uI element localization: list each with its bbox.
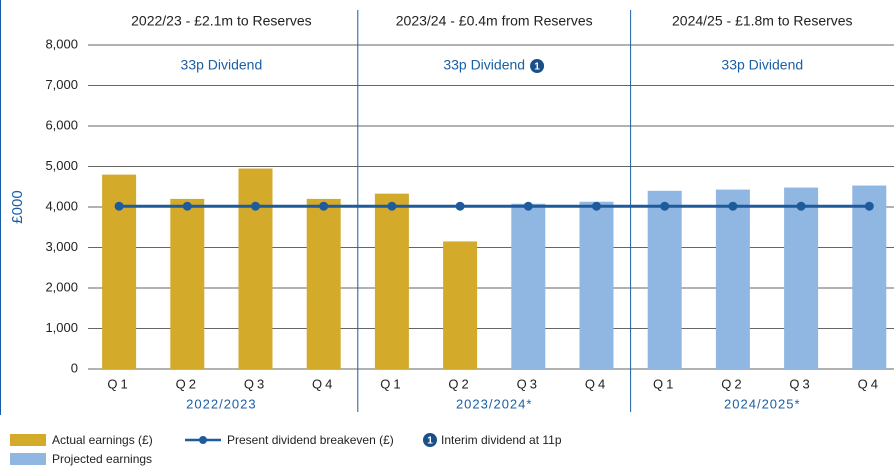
y-tick-label: 2,000 xyxy=(45,279,78,294)
legend-swatch xyxy=(10,434,46,446)
bar xyxy=(374,193,409,369)
y-tick-label: 3,000 xyxy=(45,239,78,254)
line-point xyxy=(455,201,465,211)
marker-icon xyxy=(530,59,545,73)
bar xyxy=(511,203,546,369)
y-tick-label: 4,000 xyxy=(45,198,78,213)
note-text: Interim dividend at 11p xyxy=(441,433,562,447)
note-marker: 1 xyxy=(427,436,433,447)
x-tick-label: Q1 xyxy=(380,376,403,391)
group-header: 2022/23 - £2.1m to Reserves xyxy=(131,13,312,29)
line-point xyxy=(114,201,124,211)
x-tick-label: Q1 xyxy=(653,376,676,391)
bar xyxy=(238,168,273,369)
legend-label: Projected earnings xyxy=(52,452,152,466)
x-tick-label: Q2 xyxy=(721,376,744,391)
y-tick-label: 8,000 xyxy=(45,36,78,51)
x-tick-label: Q3 xyxy=(244,376,267,391)
x-tick-label: Q4 xyxy=(312,376,335,391)
x-tick-label: Q2 xyxy=(176,376,199,391)
line-point xyxy=(592,201,601,211)
y-tick-label: 5,000 xyxy=(45,158,78,173)
x-tick-label: Q4 xyxy=(585,376,608,391)
x-tick-label: Q4 xyxy=(858,376,881,391)
legend-swatch xyxy=(10,453,46,465)
legend-label: Actual earnings (£) xyxy=(52,433,153,447)
y-tick-label: 0 xyxy=(71,360,78,375)
note-icon xyxy=(423,433,437,447)
bar xyxy=(579,201,614,369)
line-point xyxy=(182,201,192,211)
line-point xyxy=(319,201,329,211)
group-header: 2023/24 - £0.4m from Reserves xyxy=(396,13,593,29)
y-tick-label: 1,000 xyxy=(45,320,78,335)
group-header: 2024/25 - £1.8m to Reserves xyxy=(672,13,853,29)
bar xyxy=(852,185,887,369)
bar xyxy=(306,198,341,369)
line-point xyxy=(864,201,874,211)
line-point xyxy=(251,201,260,211)
bar xyxy=(715,189,750,369)
y-tick-label: 6,000 xyxy=(45,117,78,132)
dividend-label: 33p Dividend xyxy=(181,57,263,73)
x-tick-label: Q2 xyxy=(448,376,471,391)
y-tick-label: 7,000 xyxy=(45,77,78,92)
x-tick-label: Q3 xyxy=(517,376,540,391)
group-label: 2022/2023 xyxy=(186,396,256,411)
bar xyxy=(443,241,478,369)
line-point xyxy=(660,201,670,211)
bar xyxy=(784,187,819,369)
y-axis-label: £000 xyxy=(9,190,26,223)
x-tick-label: Q1 xyxy=(107,376,130,391)
line-point xyxy=(728,201,738,211)
group-label: 2023/2024* xyxy=(456,396,533,411)
legend-dot xyxy=(199,436,207,444)
marker-number: 1 xyxy=(534,62,540,73)
legend-label: Present dividend breakeven (£) xyxy=(227,433,394,447)
group-label: 2024/2025* xyxy=(724,396,801,411)
x-tick-label: Q3 xyxy=(789,376,812,391)
bar xyxy=(170,198,205,369)
bar xyxy=(647,190,682,369)
dividend-label: 33p Dividend xyxy=(721,57,803,73)
dividend-label: 33p Dividend xyxy=(443,57,525,73)
line-point xyxy=(796,201,806,211)
line-point xyxy=(523,201,533,211)
line-point xyxy=(387,201,397,211)
